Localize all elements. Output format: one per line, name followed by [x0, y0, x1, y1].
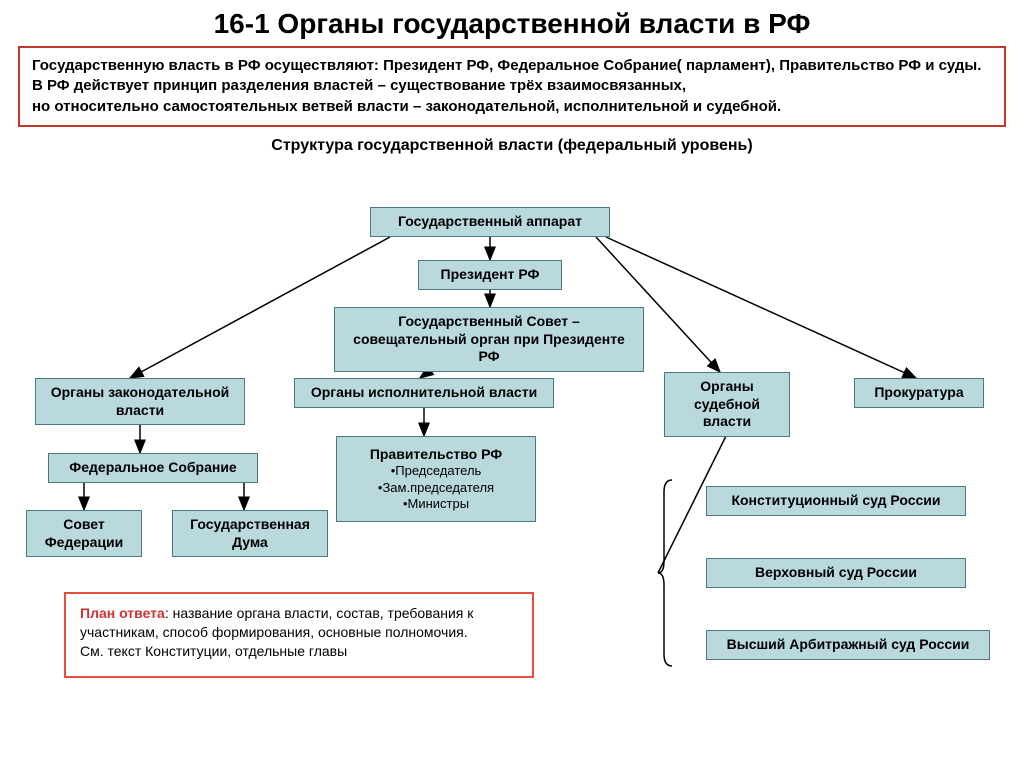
node-judic: Органы судебной власти — [664, 372, 790, 437]
intro-line-2: В РФ действует принцип разделения власте… — [32, 76, 992, 96]
node-label: Государственный аппарат — [398, 213, 582, 231]
node-apparat: Государственный аппарат — [370, 207, 610, 237]
node-sovfed: Совет Федерации — [26, 510, 142, 557]
node-label: Верховный суд России — [755, 564, 917, 582]
node-legis: Органы законодательной власти — [35, 378, 245, 425]
node-sovet: Государственный Совет – совещательный ор… — [334, 307, 644, 372]
node-konst: Конституционный суд России — [706, 486, 966, 516]
plan-label: План ответа — [80, 605, 165, 621]
node-item: •Зам.председателя — [345, 480, 527, 496]
node-label: Совет Федерации — [35, 516, 133, 551]
node-label: Органы исполнительной власти — [311, 384, 537, 402]
intro-line-3: но относительно самостоятельных ветвей в… — [32, 97, 992, 117]
plan-box: План ответа: название органа власти, сос… — [64, 592, 534, 678]
node-label: Прокуратура — [874, 384, 963, 402]
node-label: Высший Арбитражный суд России — [727, 636, 970, 654]
node-label: Органы судебной власти — [673, 378, 781, 431]
node-gov: Правительство РФ•Председатель•Зам.предсе… — [336, 436, 536, 522]
node-exec: Органы исполнительной власти — [294, 378, 554, 408]
node-label: Федеральное Собрание — [69, 459, 236, 477]
node-fedsobr: Федеральное Собрание — [48, 453, 258, 483]
node-label: Государственная Дума — [181, 516, 319, 551]
node-item: •Председатель — [345, 463, 527, 479]
node-items: •Председатель•Зам.председателя•Министры — [345, 463, 527, 512]
node-item: •Министры — [345, 496, 527, 512]
node-label: Президент РФ — [441, 266, 540, 284]
node-label: Государственный Совет – совещательный ор… — [343, 313, 635, 366]
node-verh: Верховный суд России — [706, 558, 966, 588]
node-duma: Государственная Дума — [172, 510, 328, 557]
intro-box: Государственную власть в РФ осуществляют… — [18, 46, 1006, 127]
subtitle: Структура государственной власти (федера… — [0, 137, 1024, 155]
node-label: Органы законодательной власти — [44, 384, 236, 419]
node-arbitr: Высший Арбитражный суд России — [706, 630, 990, 660]
node-label: Конституционный суд России — [731, 492, 940, 510]
node-president: Президент РФ — [418, 260, 562, 290]
intro-line-1: Государственную власть в РФ осуществляют… — [32, 56, 992, 76]
plan-line-1: План ответа: название органа власти, сос… — [80, 604, 518, 642]
page-title: 16-1 Органы государственной власти в РФ — [0, 0, 1024, 46]
node-label: Правительство РФ — [370, 446, 502, 464]
node-prokur: Прокуратура — [854, 378, 984, 408]
plan-line-2: См. текст Конституции, отдельные главы — [80, 642, 518, 661]
